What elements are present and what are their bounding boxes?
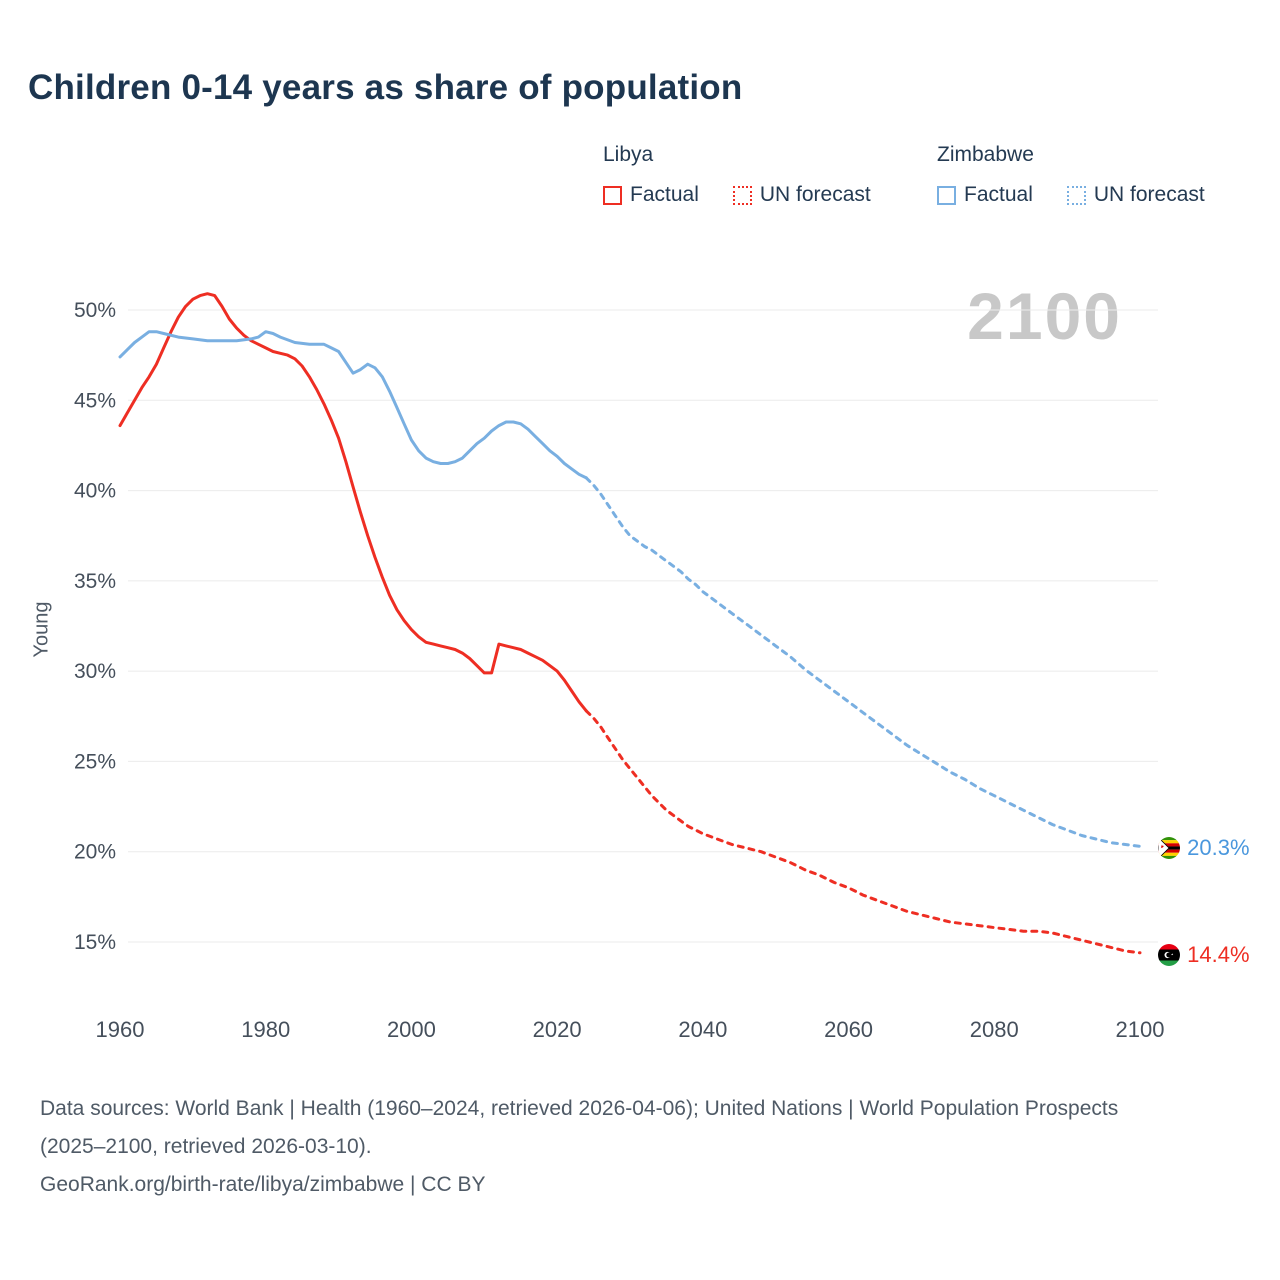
zimbabwe-flag-icon — [1158, 837, 1181, 860]
legend-label-zimbabwe-factual: Factual — [964, 183, 1033, 206]
footer: Data sources: World Bank | Health (1960–… — [40, 1090, 1145, 1204]
libya-forecast-swatch-icon — [732, 185, 752, 205]
svg-text:45%: 45% — [74, 389, 116, 412]
zimbabwe-factual-swatch-icon — [937, 185, 956, 205]
legend-item-libya-factual[interactable]: Factual — [603, 183, 699, 207]
zimbabwe-forecast-swatch-icon — [1066, 185, 1086, 205]
svg-text:2000: 2000 — [387, 1017, 436, 1042]
svg-text:50%: 50% — [74, 299, 116, 322]
legend-label-zimbabwe-forecast: UN forecast — [1093, 183, 1205, 206]
chart-area: 2100 15% 20% 25% 30% 35% 40% 45% 50% 1960 1980 200… — [0, 250, 1280, 1080]
svg-text:2080: 2080 — [970, 1017, 1019, 1042]
end-label-libya: 14.4% — [1158, 941, 1250, 968]
end-value-libya: 14.4% — [1187, 941, 1250, 967]
end-label-zimbabwe: 20.3% — [1158, 835, 1250, 861]
chart-canvas: 15% 20% 25% 30% 35% 40% 45% 50% 1960 1980 2000 2020… — [74, 292, 1165, 1042]
svg-text:1960: 1960 — [96, 1017, 145, 1042]
svg-text:30%: 30% — [74, 660, 116, 683]
legend-item-libya-forecast[interactable]: UN forecast — [732, 183, 871, 207]
legend-group-libya: Libya Factual UN forecast — [603, 143, 895, 207]
svg-text:35%: 35% — [74, 570, 116, 593]
svg-text:2040: 2040 — [678, 1017, 727, 1042]
svg-text:1980: 1980 — [241, 1017, 290, 1042]
footer-attribution: GeoRank.org/birth-rate/libya/zimbabwe | … — [40, 1173, 486, 1196]
footer-sources: Data sources: World Bank | Health (1960–… — [40, 1097, 1119, 1158]
svg-text:15%: 15% — [74, 931, 116, 954]
legend-item-zimbabwe-forecast[interactable]: UN forecast — [1066, 183, 1205, 207]
legend-item-zimbabwe-factual[interactable]: Factual — [937, 183, 1033, 207]
end-value-zimbabwe: 20.3% — [1187, 835, 1250, 861]
legend-label-libya-factual: Factual — [630, 183, 699, 206]
y-axis-title: Young — [30, 601, 53, 658]
legend-country-zimbabwe: Zimbabwe — [937, 143, 1034, 166]
svg-text:25%: 25% — [74, 750, 116, 773]
legend-country-libya: Libya — [603, 143, 654, 166]
libya-factual-swatch-icon — [603, 185, 622, 205]
legend-group-zimbabwe: Zimbabwe Factual UN forecast — [937, 143, 1229, 207]
watermark-year: 2100 — [967, 279, 1122, 353]
svg-text:20%: 20% — [74, 841, 116, 864]
svg-text:2100: 2100 — [1116, 1017, 1165, 1042]
svg-text:40%: 40% — [74, 480, 116, 503]
svg-text:2060: 2060 — [824, 1017, 873, 1042]
page-title: Children 0-14 years as share of populati… — [28, 68, 743, 107]
legend-label-libya-forecast: UN forecast — [759, 183, 871, 206]
svg-text:2020: 2020 — [533, 1017, 582, 1042]
libya-flag-icon — [1158, 943, 1181, 966]
